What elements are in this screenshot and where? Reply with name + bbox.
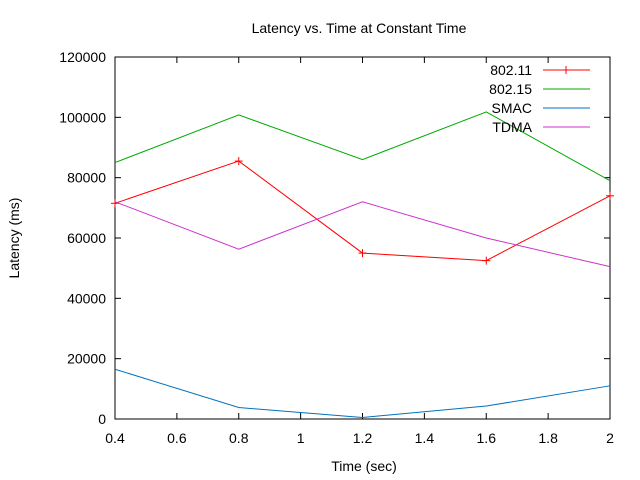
series-line-tdma xyxy=(114,201,611,268)
x-tick-label: 1.2 xyxy=(353,430,373,446)
data-point-802-11 xyxy=(358,249,367,258)
data-point-802-11 xyxy=(482,256,491,265)
x-tick-label: 0.6 xyxy=(167,430,187,446)
y-tick-label: 100000 xyxy=(59,109,106,125)
y-tick-label: 40000 xyxy=(67,290,106,306)
data-point-802-11 xyxy=(234,157,243,166)
plot-frame xyxy=(114,56,611,420)
y-tick-label: 80000 xyxy=(67,170,106,186)
x-tick-label: 1.6 xyxy=(477,430,497,446)
y-axis-label: Latency (ms) xyxy=(6,198,22,279)
x-axis-label: Time (sec) xyxy=(331,458,397,474)
y-tick-label: 60000 xyxy=(67,230,106,246)
series-line-802-15 xyxy=(114,111,611,182)
series-line-802-11 xyxy=(114,160,611,262)
x-tick-label: 1.8 xyxy=(538,430,558,446)
x-tick-label: 1.4 xyxy=(415,430,435,446)
chart-title: Latency vs. Time at Constant Time xyxy=(252,20,467,36)
y-tick-label: 20000 xyxy=(67,351,106,367)
legend-label-smac: SMAC xyxy=(492,100,532,116)
x-tick-label: 1 xyxy=(297,430,305,446)
legend-label-802-11: 802.11 xyxy=(490,62,532,78)
x-tick-label: 2 xyxy=(606,430,614,446)
data-point-802-11 xyxy=(606,191,614,200)
axes-layer: 0.4 0.6 0.8 1 1.2 1.4 1.6 1.8 2 0 20000 40000 60000 8… xyxy=(59,49,614,446)
x-tick-label: 0.8 xyxy=(229,430,249,446)
y-tick-label: 0 xyxy=(98,411,106,427)
series-layer xyxy=(111,111,614,418)
legend: 802.11 802.15 SMAC TDMA xyxy=(489,62,590,135)
x-tick-label: 0.4 xyxy=(105,430,125,446)
legend-label-802-15: 802.15 xyxy=(489,81,532,97)
series-line-smac xyxy=(114,368,611,418)
legend-label-tdma: TDMA xyxy=(492,119,532,135)
y-tick-label: 120000 xyxy=(59,49,106,65)
